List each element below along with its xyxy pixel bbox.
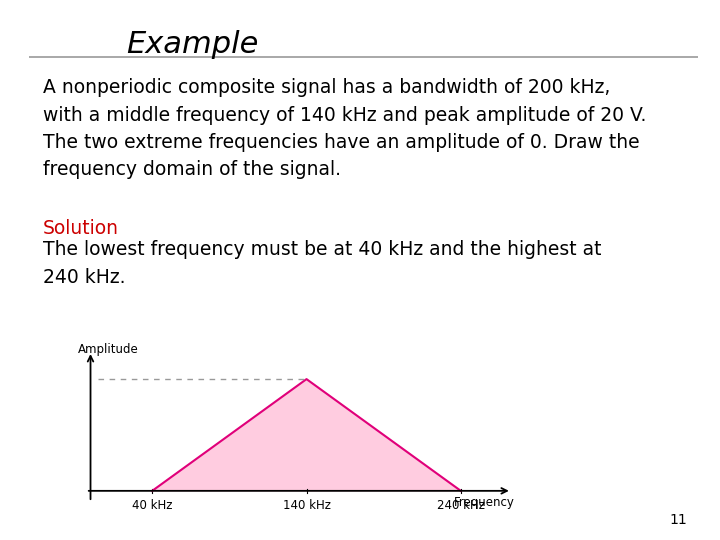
Text: Amplitude: Amplitude	[78, 343, 139, 356]
Text: Frequency: Frequency	[454, 496, 515, 509]
Text: The lowest frequency must be at 40 kHz and the highest at
240 kHz.: The lowest frequency must be at 40 kHz a…	[43, 240, 602, 287]
Text: 40 kHz: 40 kHz	[132, 499, 173, 512]
Text: Solution: Solution	[43, 219, 120, 238]
Text: 11: 11	[670, 512, 688, 526]
Polygon shape	[152, 379, 461, 491]
Text: 140 kHz: 140 kHz	[282, 499, 330, 512]
Text: Example: Example	[126, 30, 258, 59]
Text: 240 kHz: 240 kHz	[437, 499, 485, 512]
Text: A nonperiodic composite signal has a bandwidth of 200 kHz,
with a middle frequen: A nonperiodic composite signal has a ban…	[43, 78, 647, 179]
